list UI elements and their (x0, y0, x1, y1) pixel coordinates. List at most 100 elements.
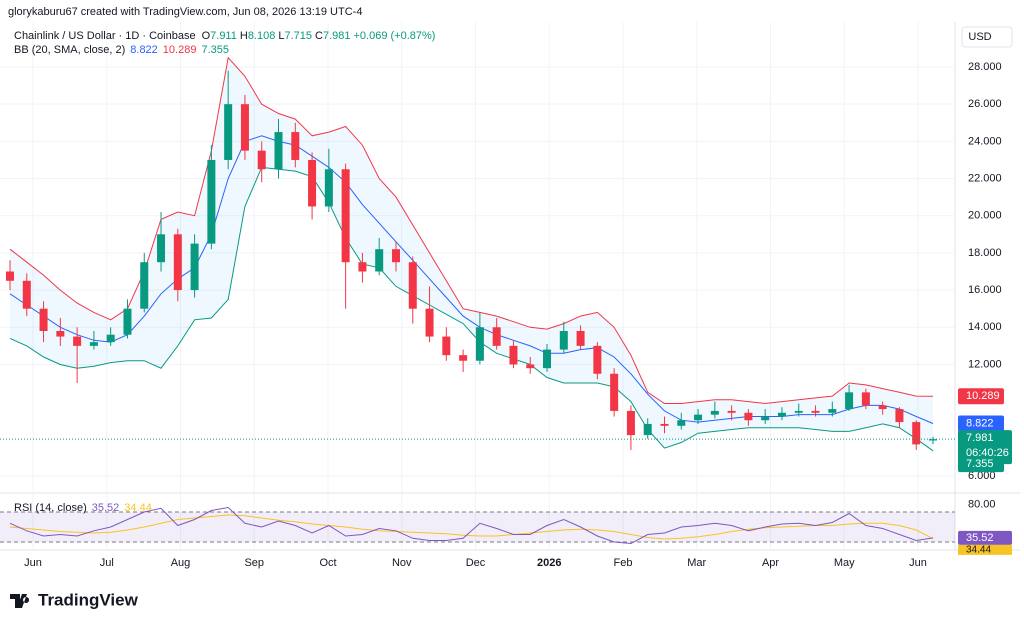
ohlc-value: 7.911 (210, 30, 237, 42)
candle-body (22, 280, 31, 309)
candle-body (677, 420, 686, 426)
rsi-value-label: 35.52 (966, 532, 994, 544)
upper-price-label: 10.289 (966, 390, 1000, 402)
bb-value: 8.822 (130, 44, 158, 56)
candle-body (811, 410, 820, 413)
candle-body (845, 392, 854, 410)
ohlc-key: H (240, 30, 248, 42)
x-tick-label: Feb (614, 557, 633, 569)
ohlc-key: C (315, 30, 323, 42)
candle-body (291, 132, 300, 160)
upper-price-label-box (958, 388, 1004, 405)
candle-body (324, 169, 333, 207)
candle-body (240, 104, 249, 151)
y-tick-label: 24.000 (968, 135, 1002, 147)
candle-body (543, 349, 552, 369)
y-tick-label: 28.000 (968, 61, 1002, 73)
candle-body (140, 262, 149, 309)
candle-body (861, 392, 870, 406)
candle-body (442, 336, 451, 356)
lower-price-label: 7.355 (966, 458, 994, 470)
candle-body (190, 243, 199, 291)
candle-body (391, 249, 400, 263)
countdown: 06:40:26 (966, 447, 1009, 459)
candle-body (358, 262, 367, 272)
rsi-legend: RSI (14, close) 35.52 34.44 (14, 502, 152, 514)
rsi-value: 35.52 (92, 502, 120, 514)
candle-body (727, 410, 736, 413)
brand-logo: TradingView (10, 590, 139, 609)
brand: TradingView (38, 590, 139, 609)
x-tick-label: May (834, 557, 855, 569)
y-tick-label: 18.000 (968, 247, 1002, 259)
y-tick-label: 12.000 (968, 358, 1002, 370)
rsi-tick-label: 80.00 (968, 498, 996, 510)
candle-body (492, 327, 501, 346)
ohlc-value: 7.715 (284, 30, 312, 42)
candle-body (643, 423, 652, 436)
x-tick-label: Aug (171, 557, 191, 569)
candle-body (89, 342, 98, 346)
candle-body (157, 234, 166, 263)
candle-body (341, 169, 350, 263)
candle-body (593, 345, 602, 374)
rsi-ma-value-label: 34.44 (966, 545, 991, 556)
symbol: Chainlink / US Dollar · 1D · Coinbase (14, 30, 196, 42)
rsi-ma (9, 514, 934, 540)
x-tick-label: Jul (100, 557, 114, 569)
bb-legend: BB (20, SMA, close, 2) 8.822 10.289 7.355 (14, 44, 229, 56)
currency-box[interactable] (961, 26, 1013, 48)
candle-body (106, 334, 115, 343)
basis-price-label: 8.822 (966, 417, 994, 429)
band-fill (10, 57, 933, 451)
candle-body (660, 423, 669, 426)
rsi-label: RSI (14, close) (14, 502, 87, 514)
lower-price-label-box (958, 456, 1004, 473)
logo-icon (10, 594, 30, 608)
candle-body (610, 373, 619, 411)
currency[interactable]: USD (968, 31, 991, 43)
candle-body (425, 308, 434, 337)
candle-body (912, 422, 921, 445)
y-tick-label: 22.000 (968, 172, 1002, 184)
y-tick-label: 26.000 (968, 98, 1002, 110)
x-tick-label: 2026 (537, 557, 561, 569)
candle-body (878, 405, 887, 410)
ohlc-key: L (278, 30, 284, 42)
candle-body (509, 345, 518, 365)
y-tick-label: 20.000 (968, 210, 1002, 222)
candle-body (744, 412, 753, 421)
candle-body (895, 409, 904, 423)
bb-label: BB (20, SMA, close, 2) (14, 44, 125, 56)
x-tick-label: Jun (24, 557, 42, 569)
candle-body (308, 159, 317, 207)
bb-upper (9, 56, 934, 405)
x-tick-label: Oct (319, 557, 336, 569)
x-tick-label: Mar (687, 557, 706, 569)
candle-body (459, 355, 468, 361)
rsi-ma-value: 34.44 (124, 502, 152, 514)
candle-body (408, 262, 417, 309)
ohlc-value: 8.108 (248, 30, 276, 42)
candle-body (207, 159, 216, 244)
candle-body (73, 336, 82, 346)
y-tick-label: 14.000 (968, 321, 1002, 333)
candle-body (39, 308, 48, 331)
candle-body (794, 410, 803, 413)
y-tick-label: 6.000 (968, 470, 996, 482)
candle-body (710, 410, 719, 415)
x-tick-label: Dec (466, 557, 486, 569)
basis-price-label-box (958, 415, 1004, 432)
candle-body (257, 150, 266, 170)
candle-body (559, 330, 568, 350)
last-price-label: 7.981 (966, 432, 994, 444)
candle-body (56, 330, 65, 337)
credit: glorykaburu67 created with TradingView.c… (8, 6, 362, 18)
candle-body (929, 439, 937, 441)
candle-body (6, 271, 14, 281)
x-tick-label: Apr (762, 557, 779, 569)
ohlc-value: 7.981 (323, 30, 351, 42)
candle-body (626, 410, 635, 436)
symbol-legend: Chainlink / US Dollar · 1D · Coinbase O7.… (14, 30, 435, 42)
